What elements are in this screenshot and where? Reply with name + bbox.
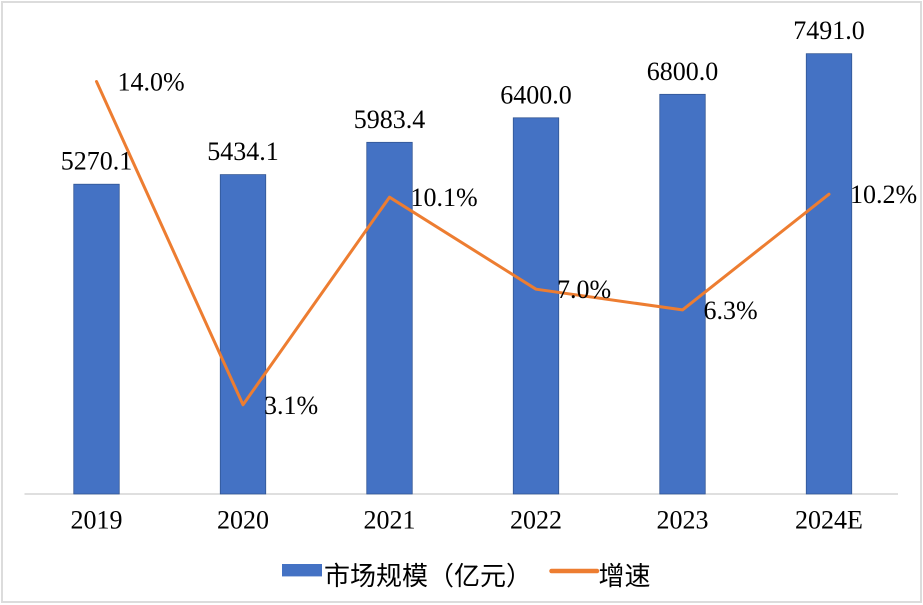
svg-text:10.2%: 10.2%	[850, 180, 917, 209]
svg-text:2022: 2022	[510, 506, 562, 535]
svg-text:2020: 2020	[217, 506, 269, 535]
svg-text:增速: 增速	[599, 562, 651, 591]
svg-text:2021: 2021	[364, 506, 416, 535]
svg-text:14.0%: 14.0%	[118, 68, 185, 97]
svg-text:6400.0: 6400.0	[500, 80, 572, 109]
svg-text:6800.0: 6800.0	[647, 57, 719, 86]
svg-text:7.0%: 7.0%	[557, 275, 611, 304]
svg-text:市场规模（亿元）: 市场规模（亿元）	[324, 562, 532, 591]
svg-text:2023: 2023	[657, 506, 709, 535]
svg-text:3.1%: 3.1%	[264, 391, 318, 420]
svg-text:2019: 2019	[71, 506, 123, 535]
svg-text:5434.1: 5434.1	[207, 137, 279, 166]
svg-text:5270.1: 5270.1	[61, 147, 133, 176]
svg-text:5983.4: 5983.4	[354, 105, 426, 134]
svg-text:7491.0: 7491.0	[793, 16, 865, 45]
svg-text:6.3%: 6.3%	[704, 296, 758, 325]
svg-text:10.1%: 10.1%	[411, 183, 478, 212]
svg-text:2024E: 2024E	[795, 506, 863, 535]
